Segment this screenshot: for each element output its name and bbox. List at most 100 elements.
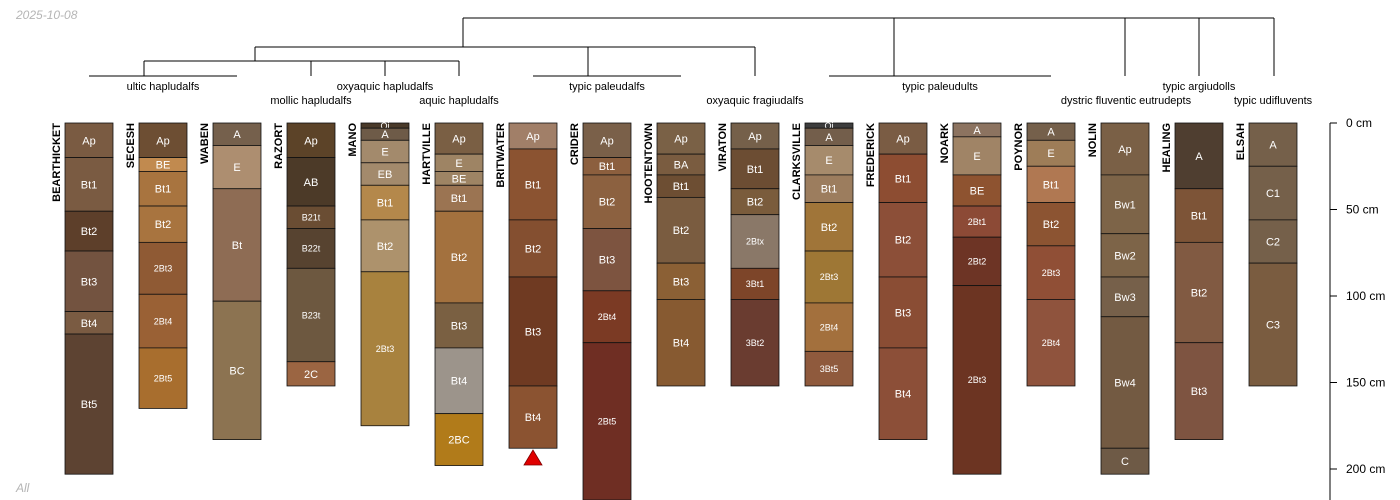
axis-tick-label: 0 cm (1346, 116, 1372, 130)
horizon-bt2 (878, 202, 928, 278)
horizon-label: 2BC (448, 435, 469, 447)
horizon-label: EB (378, 169, 393, 181)
profile-name: BRITWATER (495, 123, 507, 188)
profile-name: CLARKSVILLE (791, 123, 803, 200)
horizon-label: Ap (304, 135, 317, 147)
horizon-label: Bt2 (747, 197, 764, 209)
horizon-label: Ap (82, 135, 95, 147)
horizon-label: Bt3 (673, 276, 690, 288)
horizon-ap (434, 122, 484, 155)
horizon-label: 2Bt5 (598, 417, 617, 427)
profile-name: NOLIN (1087, 123, 1099, 157)
date-stamp: 2025-10-08 (16, 8, 78, 22)
profile-name: HOOTENTOWN (643, 123, 655, 204)
horizon-label: Oi (381, 121, 390, 131)
horizon-label: Bt1 (81, 179, 98, 191)
horizon-bt1 (360, 184, 410, 221)
horizon-2bt3 (952, 285, 1002, 475)
horizon-label: Bt3 (451, 320, 468, 332)
horizon-label: Ap (156, 135, 169, 147)
horizon-be (952, 174, 1002, 207)
horizon-2btx (730, 214, 780, 269)
profile-poynor: AE Bt1 Bt2 2Bt3 2Bt4 POYNOR (1013, 122, 1076, 387)
horizon-2bt3 (804, 250, 854, 304)
horizon-label: A (1195, 151, 1203, 163)
horizon-label: Bt2 (895, 235, 912, 247)
horizon-label: Bt1 (1043, 179, 1060, 191)
horizon-label: C3 (1266, 320, 1280, 332)
axis-tick-label: 100 cm (1346, 289, 1385, 303)
horizon-label: 3Bt5 (820, 364, 839, 374)
horizon-label: 3Bt1 (746, 279, 765, 289)
horizon-a (1174, 122, 1224, 190)
profile-bearthicket: Ap Bt1 Bt2 Bt3 Bt4 Bt5 BEARTHICKET (51, 122, 114, 475)
horizon-label: Ap (748, 131, 761, 143)
horizon-bt3 (656, 262, 706, 300)
horizon-bt3 (878, 276, 928, 349)
horizon-2bt1 (952, 205, 1002, 238)
horizon-label: 2Bt3 (820, 272, 839, 282)
taxon-label: typic paleudults (902, 81, 978, 93)
horizon-bt1 (64, 157, 114, 212)
horizon-e (804, 145, 854, 176)
profile-name: HEALING (1161, 123, 1173, 173)
horizon-label: Bt1 (747, 164, 764, 176)
horizon-bw1 (1100, 174, 1150, 235)
horizon-label: Bt3 (895, 307, 912, 319)
profile-crider: Ap Bt1 Bt2 Bt3 2Bt4 2Bt5 CRIDER (569, 122, 632, 500)
profile-hartville: Ap E BE Bt1 Bt2 Bt3 Bt4 2BC HARTVILLE (421, 122, 484, 466)
horizon-2bt5 (138, 347, 188, 409)
horizon-label: Ap (896, 134, 909, 146)
horizon-bt (212, 188, 262, 302)
horizon-label: B23t (302, 310, 321, 320)
horizon-c1 (1248, 165, 1298, 221)
horizon-bt2 (804, 202, 854, 252)
horizon-label: Bt1 (1191, 211, 1208, 223)
horizon-label: B21t (302, 213, 321, 223)
horizon-e (1026, 139, 1076, 167)
horizon-label: BC (229, 365, 244, 377)
horizon-label: E (825, 155, 832, 167)
horizon-label: A (973, 125, 981, 137)
profile-name: BEARTHICKET (51, 123, 63, 202)
profile-razort: Ap AB B21t B22t B23t 2C RAZORT (273, 122, 336, 387)
horizon-label: Bw2 (1114, 250, 1135, 262)
horizon-2bt3 (360, 271, 410, 427)
horizon-label: BE (970, 185, 985, 197)
horizon-label: Bt1 (895, 173, 912, 185)
horizon-ab (286, 157, 336, 207)
horizon-bt2 (360, 219, 410, 273)
profile-secesh: Ap BE Bt1 Bt2 2Bt3 2Bt4 2Bt5 SECESH (125, 122, 188, 409)
horizon-label: 2Bt4 (154, 316, 173, 326)
truncation-marker (523, 449, 543, 466)
taxon-label: oxyaquic fragiudalfs (706, 95, 804, 107)
horizon-2bt3 (138, 241, 188, 295)
horizon-bt3 (508, 276, 558, 387)
taxon-label: ultic hapludalfs (127, 81, 200, 93)
taxon-label: typic argiudolls (1163, 81, 1236, 93)
horizon-label: Bt3 (525, 326, 542, 338)
horizon-bt4 (508, 385, 558, 449)
taxon-label: dystric fluventic eutrudepts (1061, 95, 1192, 107)
profile-hootentown: Ap BA Bt1 Bt2 Bt3 Bt4 HOOTENTOWN (643, 122, 706, 387)
horizon-label: Bt4 (451, 376, 468, 388)
horizon-label: Bt3 (1191, 386, 1208, 398)
horizon-bt2 (730, 188, 780, 216)
horizon-2bt5 (582, 342, 632, 500)
horizon-label: Bt2 (673, 225, 690, 237)
horizon-label: 2Bt3 (968, 375, 987, 385)
horizon-bt3 (64, 250, 114, 312)
horizon-bt4 (878, 347, 928, 440)
taxon-label: aquic hapludalfs (419, 95, 499, 107)
axis-tick-label: 150 cm (1346, 376, 1385, 390)
horizon-label: Bt4 (525, 412, 542, 424)
profile-name: SECESH (125, 123, 137, 168)
horizon-label: Bt2 (599, 197, 616, 209)
horizon-bt4 (656, 299, 706, 387)
profile-name: CRIDER (569, 123, 581, 165)
horizon-label: Ap (526, 131, 539, 143)
horizon-3bt1 (730, 267, 780, 300)
horizon-label: 2Btx (746, 237, 765, 247)
horizon-label: Ap (1118, 144, 1131, 156)
horizon-bt3 (1174, 342, 1224, 440)
